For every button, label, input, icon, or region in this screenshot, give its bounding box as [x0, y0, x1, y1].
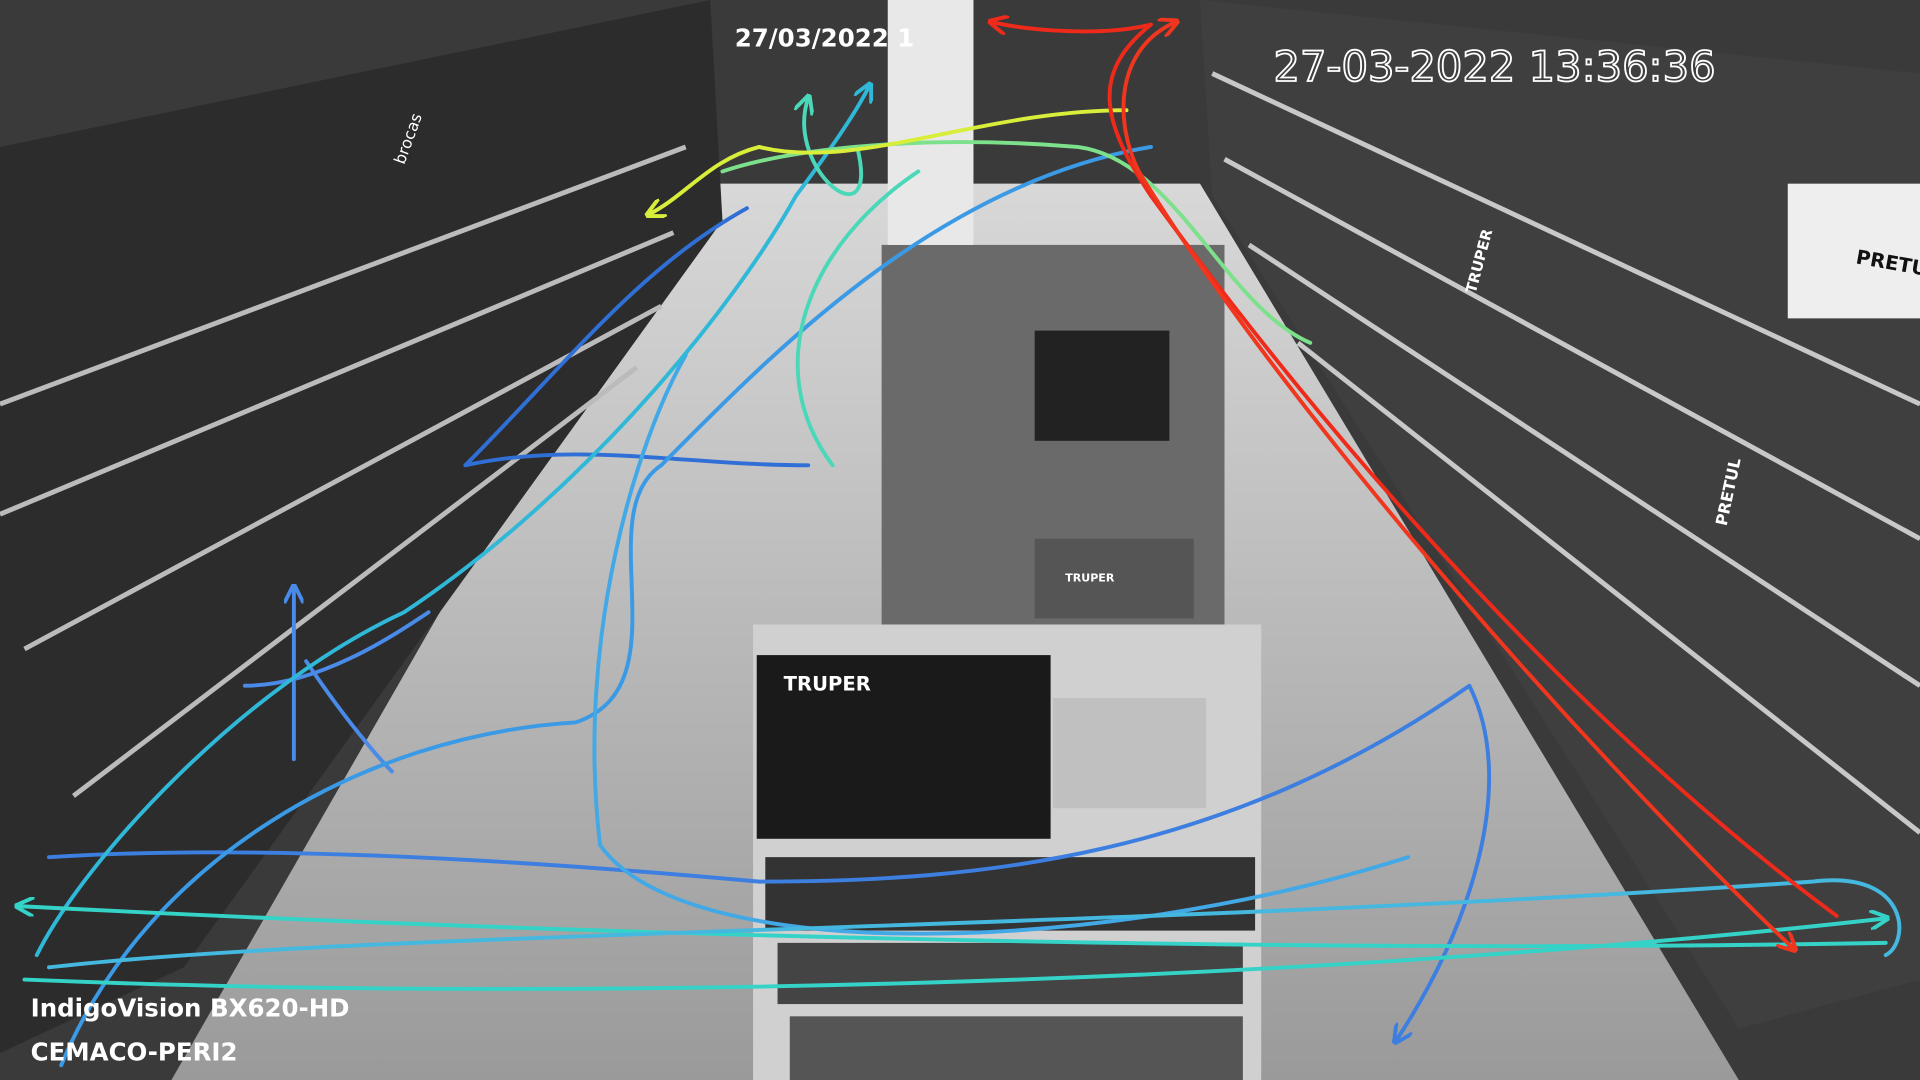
trajectory: [1121, 22, 1793, 949]
timestamp: 27-03-2022 13:36:36: [1273, 42, 1715, 91]
pretul-box: [1053, 697, 1207, 809]
osd: 27/03/2022 1 27-03-2022 13:36:36 IndigoV…: [31, 24, 1717, 1067]
trajectories: [18, 22, 1899, 1068]
trajectory: [242, 588, 431, 774]
camera-name: CEMACO-PERI2: [31, 1037, 238, 1066]
left-shelf-lines: [0, 144, 687, 798]
left-shelves: [0, 0, 723, 1054]
end-cap-shelf: [789, 1016, 1243, 1080]
right-banner: [1787, 183, 1920, 319]
camera-model: IndigoVision BX620-HD: [31, 993, 350, 1022]
timestamp: 27/03/2022 1: [735, 24, 915, 53]
pillar: [887, 0, 974, 245]
box-label: TRUPER: [784, 673, 871, 696]
trajectory: [34, 86, 870, 958]
trajectory: [59, 144, 1153, 1068]
truper-toolset-box: [756, 655, 1051, 839]
trajectory: [463, 206, 811, 468]
box-label: TRUPER: [1065, 572, 1115, 585]
trajectory: [649, 108, 1129, 214]
gondola-boxes: [1034, 330, 1170, 441]
trajectory: [798, 98, 921, 468]
